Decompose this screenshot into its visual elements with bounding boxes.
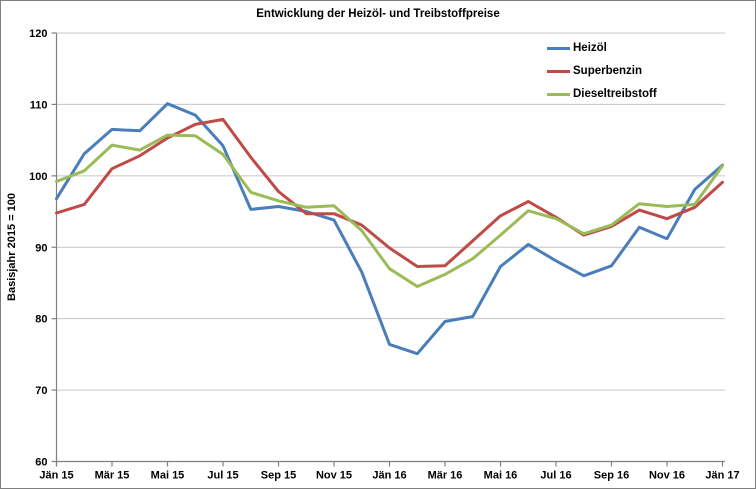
y-tick-label-120: 120 (29, 28, 47, 40)
y-tick-label-70: 70 (35, 385, 47, 397)
x-tick-label-14: Mär 16 (428, 470, 463, 482)
legend-item-dieseltreibstoff: Dieseltreibstoff (547, 83, 657, 106)
y-tick-label-100: 100 (29, 171, 47, 183)
x-tick-label-0: Jän 15 (39, 470, 73, 482)
x-tick-label-10: Nov 15 (316, 470, 352, 482)
y-tick-label-60: 60 (35, 457, 47, 469)
x-tick-label-20: Sep 16 (594, 470, 629, 482)
series-line-heizoel (55, 102, 724, 356)
x-tick-label-16: Mai 16 (484, 470, 518, 482)
y-axis-title: Basisjahr 2015 = 100 (6, 193, 18, 301)
y-tick-label-110: 110 (30, 99, 48, 111)
x-tick-label-4: Mai 15 (151, 470, 185, 482)
legend: Heizöl Superbenzin Dieseltreibstoff (547, 37, 657, 106)
x-tick-label-8: Sep 15 (261, 470, 296, 482)
legend-label-heizoel: Heizöl (573, 41, 607, 54)
legend-label-superbenzin: Superbenzin (573, 64, 643, 77)
legend-item-superbenzin: Superbenzin (547, 60, 657, 83)
legend-swatch-dieseltreibstoff (547, 93, 570, 96)
x-tick-label-24: Jän 17 (705, 470, 739, 482)
x-tick-label-2: Mär 15 (95, 470, 130, 482)
x-tick-label-22: Nov 16 (649, 470, 685, 482)
x-tick-label-6: Jul 15 (207, 470, 238, 482)
legend-swatch-heizoel (547, 47, 570, 50)
x-tick-label-18: Jul 16 (540, 470, 571, 482)
y-tick-label-80: 80 (35, 314, 47, 326)
legend-swatch-superbenzin (547, 70, 570, 73)
legend-label-dieseltreibstoff: Dieseltreibstoff (573, 87, 657, 100)
series-line-dieseltreibstoff (55, 133, 724, 288)
legend-item-heizoel: Heizöl (547, 37, 657, 60)
chart-title: Entwicklung der Heizöl- und Treibstoffpr… (256, 8, 500, 20)
x-tick-label-12: Jän 16 (372, 470, 406, 482)
y-tick-label-90: 90 (35, 242, 47, 254)
